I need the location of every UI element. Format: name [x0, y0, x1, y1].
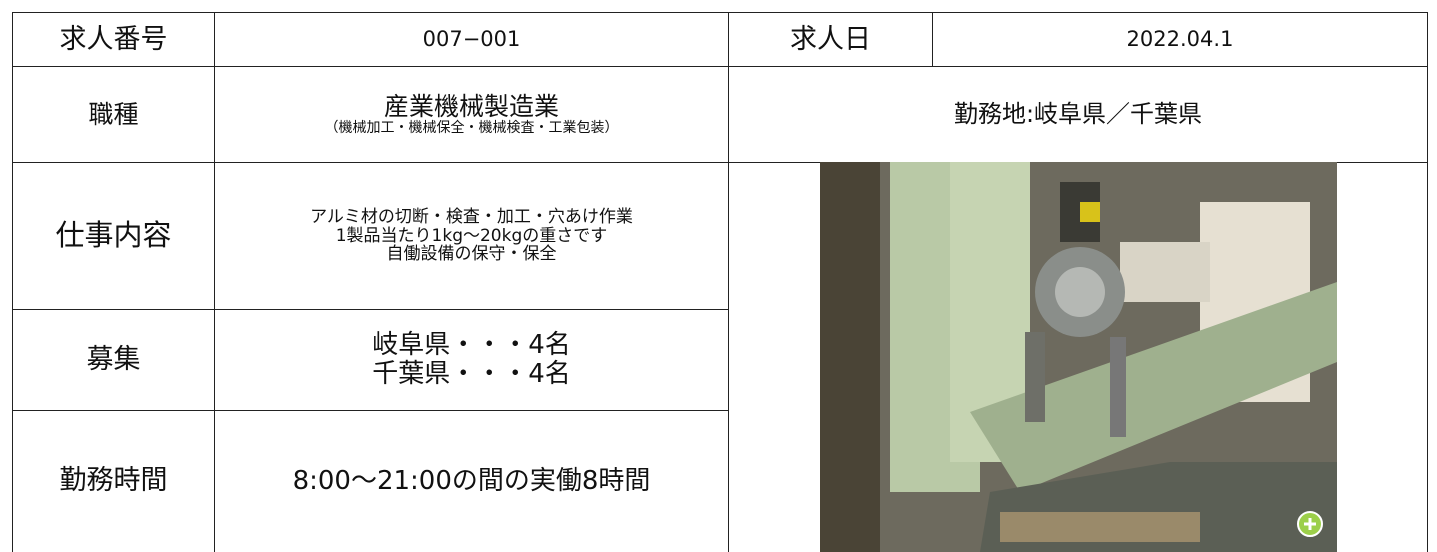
job-title: 産業機械製造業 [383, 92, 559, 122]
value-cell: アルミ材の切断・検査・加工・穴あけ作業 1製品当たり1kg〜20kgの重さです … [214, 162, 729, 310]
value-cell: 岐阜県・・・4名 千葉県・・・4名 [214, 309, 729, 411]
value-cell: 8:00〜21:00の間の実働8時間 [214, 410, 729, 552]
photo [820, 162, 1337, 552]
value-cell: 007−001 [214, 12, 729, 67]
text-line: 千葉県・・・4名 [372, 359, 571, 389]
label-cell: 勤務時間 [12, 410, 215, 552]
label-cell: 求人番号 [12, 12, 215, 67]
label-cell: 求人日 [728, 12, 933, 67]
label-cell: 仕事内容 [12, 162, 215, 310]
label-cell: 募集 [12, 309, 215, 411]
job-sub: （機械加工・機械保全・機械検査・工業包装） [324, 119, 619, 136]
value-cell: 産業機械製造業 （機械加工・機械保全・機械検査・工業包装） [214, 66, 729, 163]
label-cell: 職種 [12, 66, 215, 163]
value-cell: 2022.04.1 [932, 12, 1428, 67]
text-line: 自働設備の保守・保全 [386, 244, 557, 265]
text-line: アルミ材の切断・検査・加工・穴あけ作業 [310, 206, 633, 227]
text-line: 1製品当たり1kg〜20kgの重さです [335, 225, 608, 246]
text-line: 岐阜県・・・4名 [372, 330, 571, 361]
location-cell: 勤務地:岐阜県／千葉県 [728, 66, 1428, 163]
